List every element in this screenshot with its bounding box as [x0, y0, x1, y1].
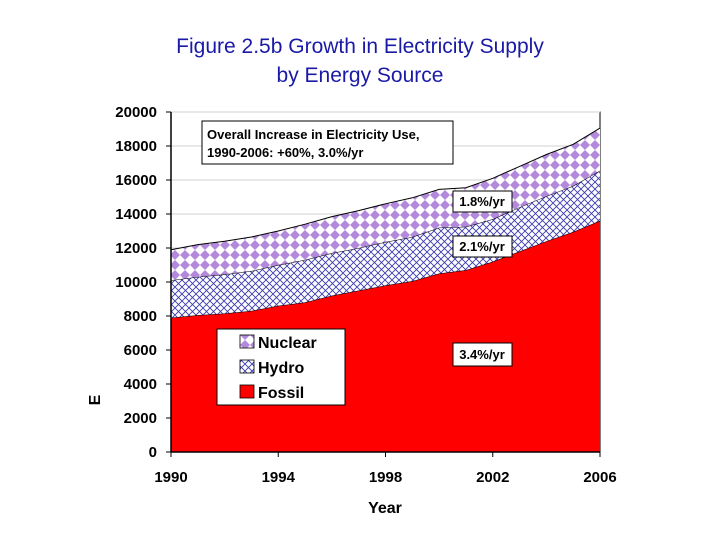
fossil-rate-label: 3.4%/yr — [452, 342, 513, 367]
legend-swatch-nuclear — [239, 334, 255, 349]
y-tick-labels: 0 2000 4000 6000 8000 10000 12000 14000 16000 180… — [115, 104, 157, 461]
y-tick-label-2000: 2000 — [124, 410, 157, 427]
y-tick-label-16000: 16000 — [115, 172, 157, 189]
fossil-rate-text: 3.4%/yr — [459, 347, 505, 362]
x-tick-label-2006: 2006 — [583, 469, 616, 486]
y-tick-label-4000: 4000 — [124, 376, 157, 393]
axis-ticks — [166, 111, 601, 457]
x-tick-labels: 1990 1994 1998 2002 2006 — [154, 469, 616, 486]
y-tick-label-20000: 20000 — [115, 104, 157, 121]
x-axis-title: Year — [368, 500, 402, 517]
y-tick-label-8000: 8000 — [124, 308, 157, 325]
y-tick-label-18000: 18000 — [115, 138, 157, 155]
legend-item-hydro: Hydro — [239, 359, 304, 377]
legend: Nuclear Hydro Fossil — [216, 328, 346, 406]
overall-increase-box: Overall Increase in Electricity Use, 199… — [201, 120, 454, 165]
slide-title: Figure 2.5b Growth in Electricity Supply… — [0, 32, 720, 90]
hydro-rate-text: 2.1%/yr — [459, 239, 505, 254]
y-tick-label-10000: 10000 — [115, 274, 157, 291]
legend-label-fossil: Fossil — [258, 385, 304, 402]
legend-item-nuclear: Nuclear — [239, 334, 317, 352]
nuclear-rate-label: 1.8%/yr — [452, 190, 513, 213]
slide-title-line-2: by Energy Source — [276, 64, 444, 87]
legend-label-nuclear: Nuclear — [258, 335, 317, 352]
y-tick-label-14000: 14000 — [115, 206, 157, 223]
x-tick-label-2002: 2002 — [476, 469, 509, 486]
overall-increase-line-1: Overall Increase in Electricity Use, — [207, 127, 419, 142]
legend-swatch-fossil — [239, 384, 255, 399]
legend-label-hydro: Hydro — [258, 360, 304, 377]
slide-title-line-1: Figure 2.5b Growth in Electricity Supply — [176, 35, 544, 58]
x-tick-label-1994: 1994 — [262, 469, 296, 486]
area-hydro — [171, 170, 600, 318]
y-tick-label-0: 0 — [149, 444, 157, 461]
x-tick-label-1990: 1990 — [154, 469, 187, 486]
y-tick-label-6000: 6000 — [124, 342, 157, 359]
legend-swatch-hydro — [239, 359, 255, 374]
y-axis-title: E — [87, 394, 104, 405]
y-tick-label-12000: 12000 — [115, 240, 157, 257]
area-edge-nuclear — [170, 127, 601, 251]
x-tick-label-1998: 1998 — [369, 469, 402, 486]
nuclear-rate-text: 1.8%/yr — [459, 194, 505, 209]
hydro-rate-label: 2.1%/yr — [452, 235, 513, 258]
overall-increase-line-2: 1990-2006: +60%, 3.0%/yr — [207, 145, 363, 160]
legend-item-fossil: Fossil — [239, 384, 304, 402]
